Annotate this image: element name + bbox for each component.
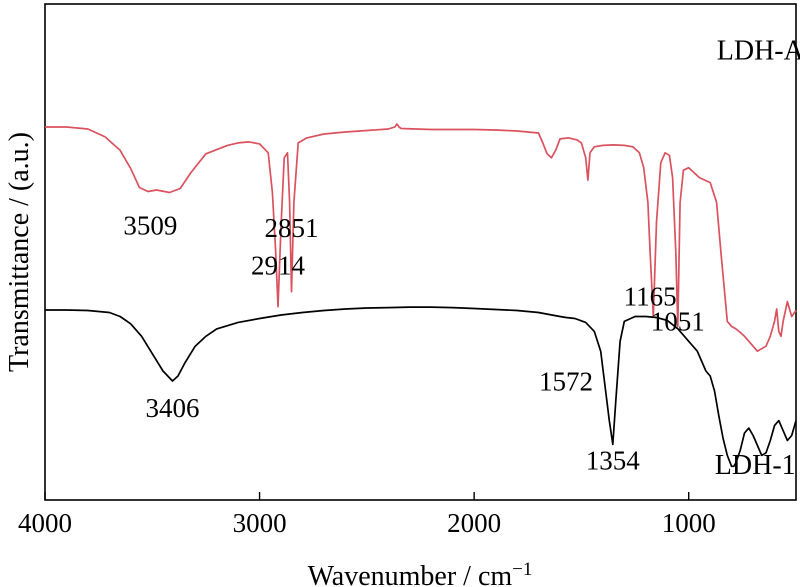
series-line-ldh-as	[45, 123, 797, 353]
peak-label: 1165	[624, 282, 677, 312]
x-tick-label: 2000	[447, 508, 501, 538]
peak-label: 1572	[539, 366, 593, 396]
x-axis-label: Wavenumber / cm−1	[308, 559, 533, 587]
x-tick-label: 3000	[233, 508, 287, 538]
series-line-ldh-1	[45, 306, 797, 468]
series-label-group: LDH-AS LDH-1	[715, 36, 800, 482]
series-label: LDH-AS	[717, 36, 800, 67]
peak-label: 1051	[651, 306, 705, 336]
series-label: LDH-1	[715, 450, 796, 481]
series-group	[45, 123, 797, 468]
peak-label: 2851	[265, 213, 319, 243]
y-axis-label: Transmittance / (a.u.)	[4, 132, 35, 372]
x-axis-label-text: Wavenumber / cm	[308, 561, 513, 587]
x-axis-label-superscript: −1	[512, 559, 532, 580]
x-ticks: 4000 3000 2000 1000	[18, 492, 716, 538]
x-tick-label: 1000	[662, 508, 716, 538]
x-tick-label: 4000	[18, 508, 72, 538]
plot-frame	[44, 3, 797, 501]
peak-label: 2914	[251, 250, 306, 280]
peak-label: 1354	[586, 446, 641, 476]
peak-label: 3509	[123, 211, 177, 241]
peak-label: 3406	[145, 393, 199, 423]
